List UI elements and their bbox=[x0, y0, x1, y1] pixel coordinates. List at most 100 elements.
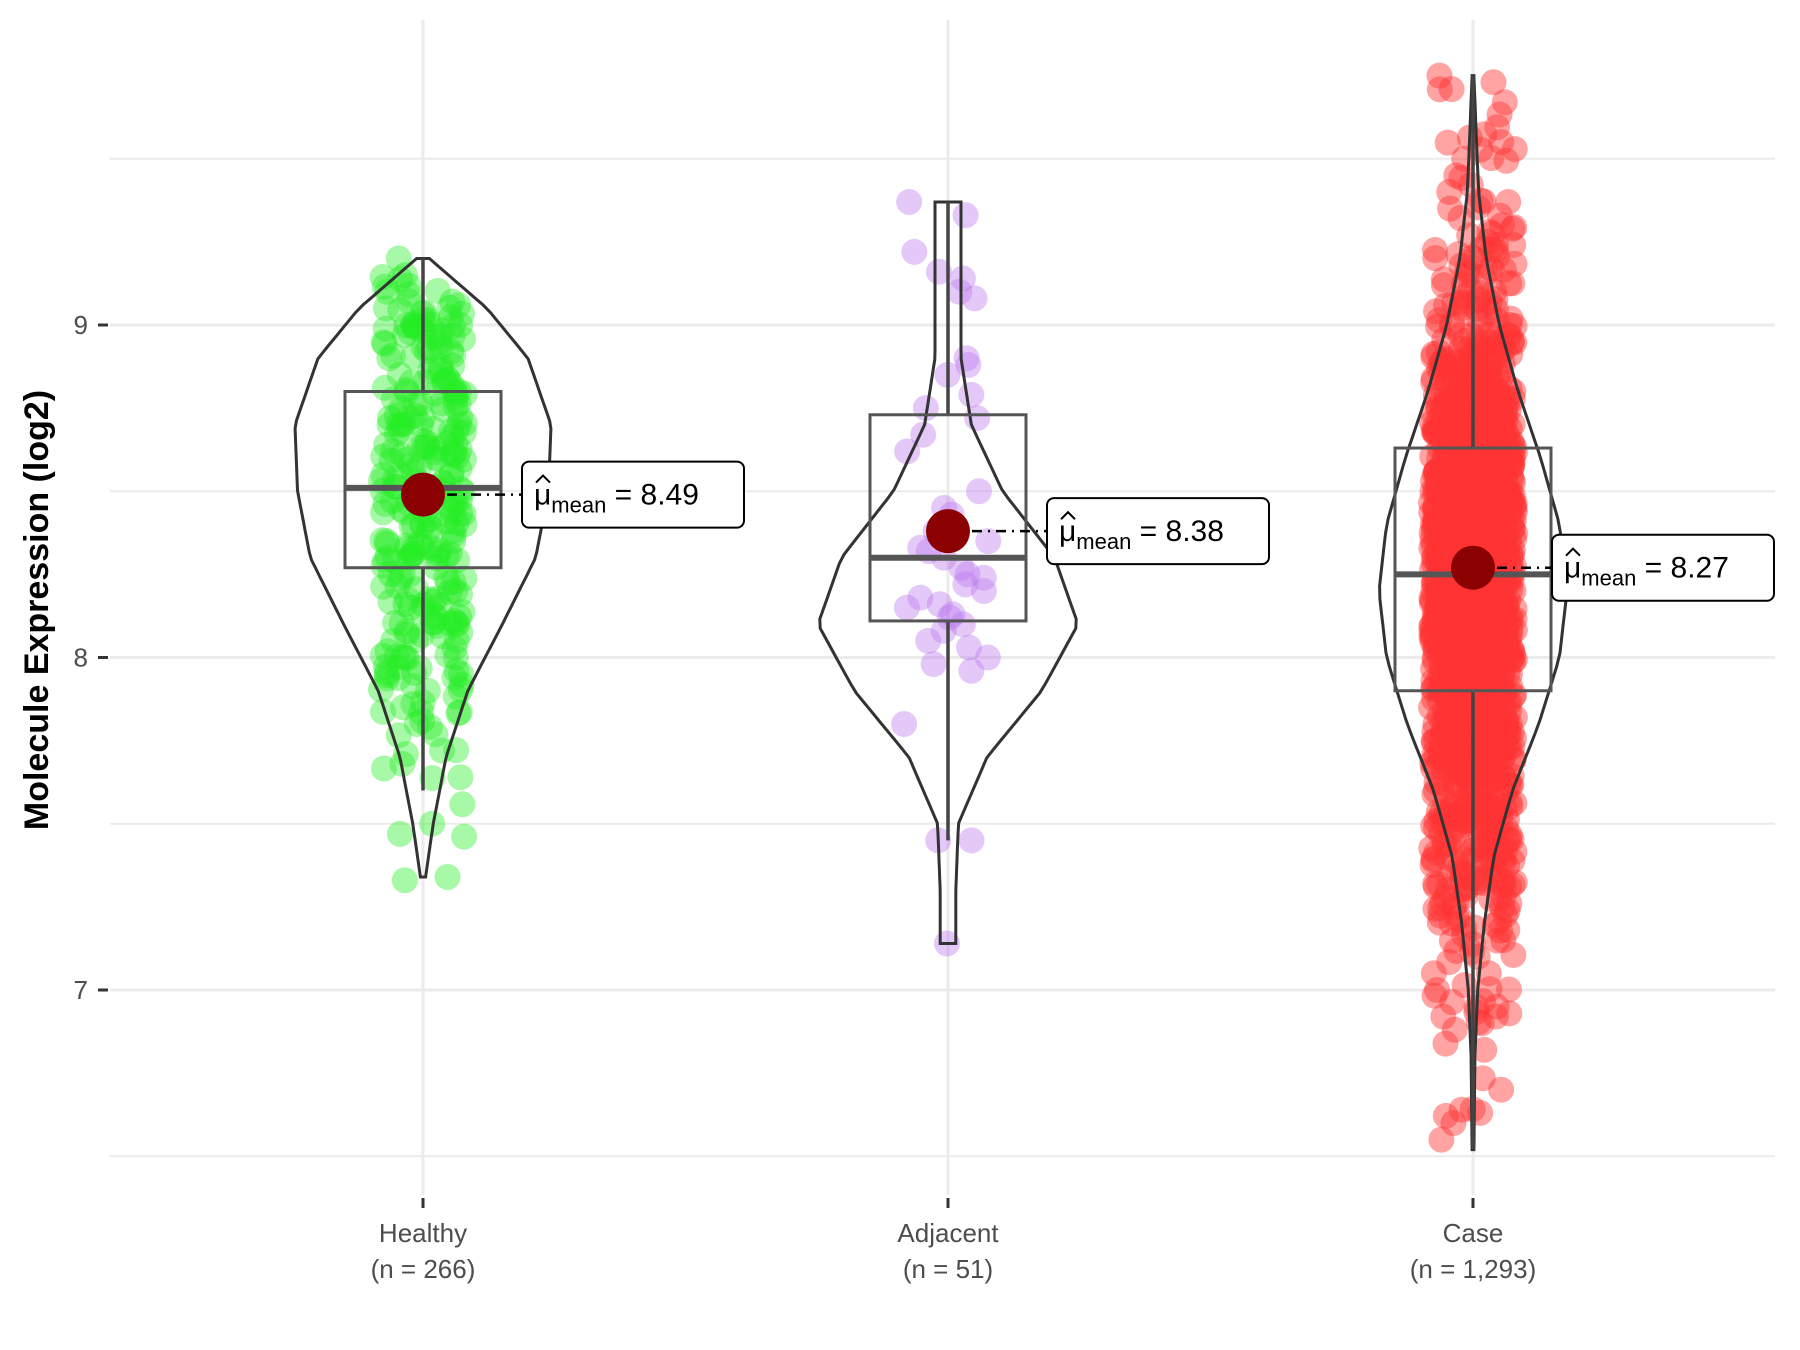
data-point bbox=[385, 411, 412, 438]
data-point bbox=[1454, 655, 1481, 682]
data-point bbox=[1433, 613, 1460, 640]
data-point bbox=[386, 820, 413, 847]
data-point bbox=[1430, 1003, 1457, 1030]
data-point bbox=[1452, 480, 1479, 507]
data-point bbox=[447, 581, 474, 608]
data-point bbox=[1485, 886, 1512, 913]
data-point bbox=[907, 534, 934, 561]
data-point bbox=[447, 312, 474, 339]
data-point bbox=[1495, 386, 1522, 413]
data-point bbox=[1447, 759, 1474, 786]
data-point bbox=[1488, 471, 1515, 498]
data-point bbox=[1492, 606, 1519, 633]
data-point bbox=[400, 540, 427, 567]
data-point bbox=[1473, 635, 1500, 662]
data-point bbox=[1422, 477, 1449, 504]
data-point bbox=[1464, 384, 1491, 411]
data-point bbox=[374, 530, 401, 557]
data-point bbox=[1499, 443, 1526, 470]
data-point bbox=[1490, 616, 1517, 643]
data-point bbox=[1435, 345, 1462, 372]
data-point bbox=[446, 456, 473, 483]
data-point bbox=[1473, 510, 1500, 537]
data-point bbox=[390, 694, 417, 721]
data-point bbox=[1454, 445, 1481, 472]
mean-label-box bbox=[1551, 533, 1775, 602]
data-point bbox=[1473, 595, 1500, 622]
data-point bbox=[1439, 626, 1466, 653]
data-point bbox=[1478, 844, 1505, 870]
data-point bbox=[1441, 491, 1468, 518]
data-point bbox=[1434, 633, 1461, 660]
data-point bbox=[1432, 885, 1459, 912]
data-point bbox=[1483, 616, 1510, 643]
data-point bbox=[1433, 592, 1460, 619]
data-point bbox=[1446, 405, 1473, 432]
data-point bbox=[1476, 359, 1503, 386]
data-point bbox=[1443, 733, 1470, 760]
data-point bbox=[1422, 634, 1449, 661]
data-point bbox=[1455, 692, 1482, 719]
data-point bbox=[958, 381, 985, 408]
data-point bbox=[1421, 982, 1448, 1009]
data-point bbox=[1447, 721, 1474, 748]
data-point bbox=[1447, 618, 1474, 645]
data-point bbox=[1485, 712, 1512, 739]
data-point bbox=[1472, 403, 1499, 430]
data-point bbox=[1478, 145, 1505, 172]
data-point bbox=[1419, 478, 1446, 505]
data-point bbox=[1437, 712, 1464, 739]
data-point bbox=[1494, 478, 1521, 505]
data-point bbox=[1490, 603, 1517, 630]
data-point bbox=[1475, 754, 1502, 781]
mean-value: = 8.49 bbox=[606, 479, 699, 512]
data-point bbox=[1462, 519, 1489, 546]
data-point bbox=[1470, 490, 1497, 517]
data-point bbox=[1470, 610, 1497, 637]
data-point bbox=[1499, 537, 1526, 564]
data-point bbox=[1496, 270, 1523, 297]
data-point bbox=[1472, 773, 1499, 800]
data-point bbox=[1489, 661, 1516, 688]
data-point bbox=[1486, 202, 1513, 229]
data-point bbox=[1421, 604, 1448, 631]
data-point bbox=[446, 411, 473, 438]
data-point bbox=[1490, 764, 1517, 791]
data-point bbox=[1444, 732, 1471, 759]
data-point bbox=[1437, 697, 1464, 724]
data-point bbox=[1470, 514, 1497, 541]
data-point bbox=[1444, 369, 1471, 396]
data-point bbox=[1481, 711, 1508, 738]
data-point bbox=[1493, 734, 1520, 761]
data-point bbox=[1476, 640, 1503, 667]
data-point bbox=[1445, 415, 1472, 442]
data-point bbox=[1483, 511, 1510, 538]
data-point bbox=[1499, 215, 1526, 242]
data-point bbox=[400, 690, 427, 717]
data-point bbox=[420, 324, 447, 351]
data-point bbox=[439, 313, 466, 340]
data-point bbox=[1469, 456, 1496, 483]
box-plots bbox=[343, 75, 1553, 1150]
data-point bbox=[1428, 627, 1455, 654]
data-point bbox=[1480, 385, 1507, 412]
data-point bbox=[1451, 862, 1478, 889]
data-point bbox=[1442, 629, 1469, 656]
data-point bbox=[1429, 394, 1456, 421]
data-point bbox=[1452, 519, 1479, 546]
data-point bbox=[1452, 648, 1479, 675]
data-point bbox=[423, 445, 450, 471]
data-point bbox=[1421, 418, 1448, 445]
data-point bbox=[1440, 746, 1467, 773]
data-point bbox=[1446, 437, 1473, 464]
data-point bbox=[1435, 610, 1462, 637]
data-point bbox=[1435, 719, 1462, 746]
data-point bbox=[1459, 619, 1486, 646]
data-point bbox=[1495, 976, 1522, 1003]
data-point bbox=[961, 285, 988, 312]
data-point bbox=[1420, 517, 1447, 544]
data-point bbox=[1458, 750, 1485, 777]
data-point bbox=[1453, 608, 1480, 635]
data-point bbox=[443, 417, 470, 444]
